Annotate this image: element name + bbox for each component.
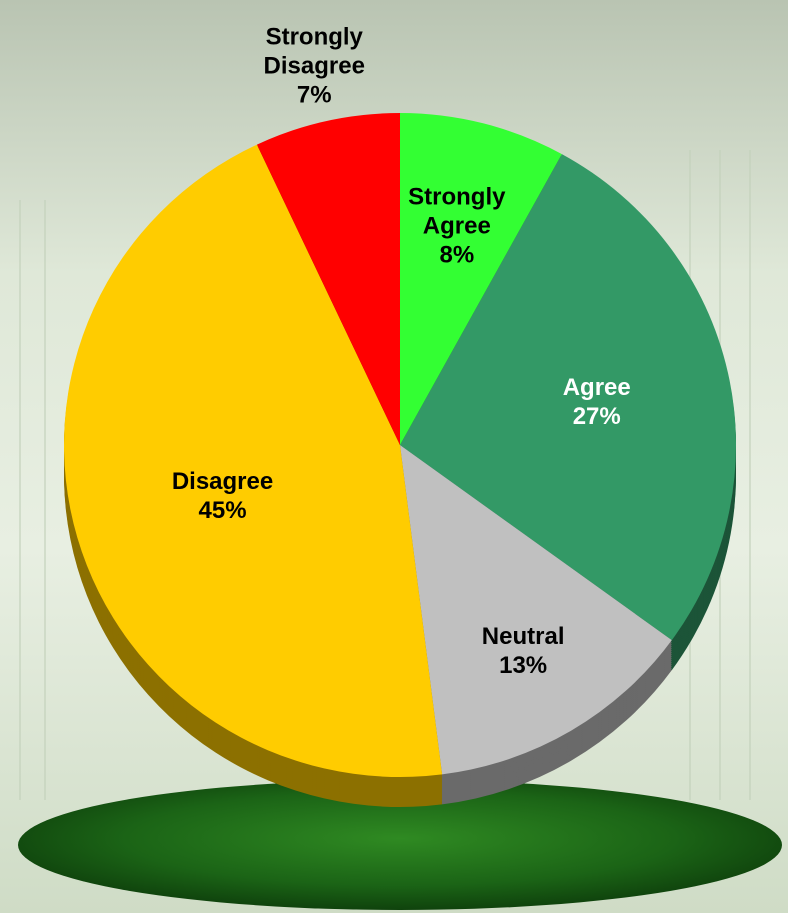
value-label: 13% bbox=[499, 651, 548, 679]
building-lines bbox=[19, 150, 751, 800]
slice-label: Strongly Agree 8% bbox=[382, 183, 532, 270]
value-label: 27% bbox=[572, 402, 621, 430]
category-label: Strongly Disagree bbox=[263, 23, 365, 80]
slice bbox=[400, 445, 672, 775]
slice-label: Strongly Disagree 7% bbox=[239, 22, 389, 109]
value-label: 45% bbox=[198, 496, 247, 524]
slice-label: Disagree 45% bbox=[148, 467, 298, 525]
slice-label: Neutral 13% bbox=[448, 622, 598, 680]
category-label: Disagree bbox=[171, 467, 274, 495]
category-label: Neutral bbox=[481, 622, 565, 650]
value-label: 8% bbox=[439, 241, 475, 269]
pedestal bbox=[18, 780, 782, 910]
slice bbox=[63, 144, 443, 778]
slice-label: Agree 27% bbox=[522, 373, 672, 431]
value-label: 7% bbox=[296, 81, 332, 109]
pie bbox=[63, 113, 736, 778]
category-label: Agree bbox=[562, 373, 631, 401]
category-label: Strongly Agree bbox=[408, 183, 506, 240]
slice bbox=[256, 113, 400, 445]
slice bbox=[400, 154, 736, 641]
slice bbox=[400, 113, 562, 445]
